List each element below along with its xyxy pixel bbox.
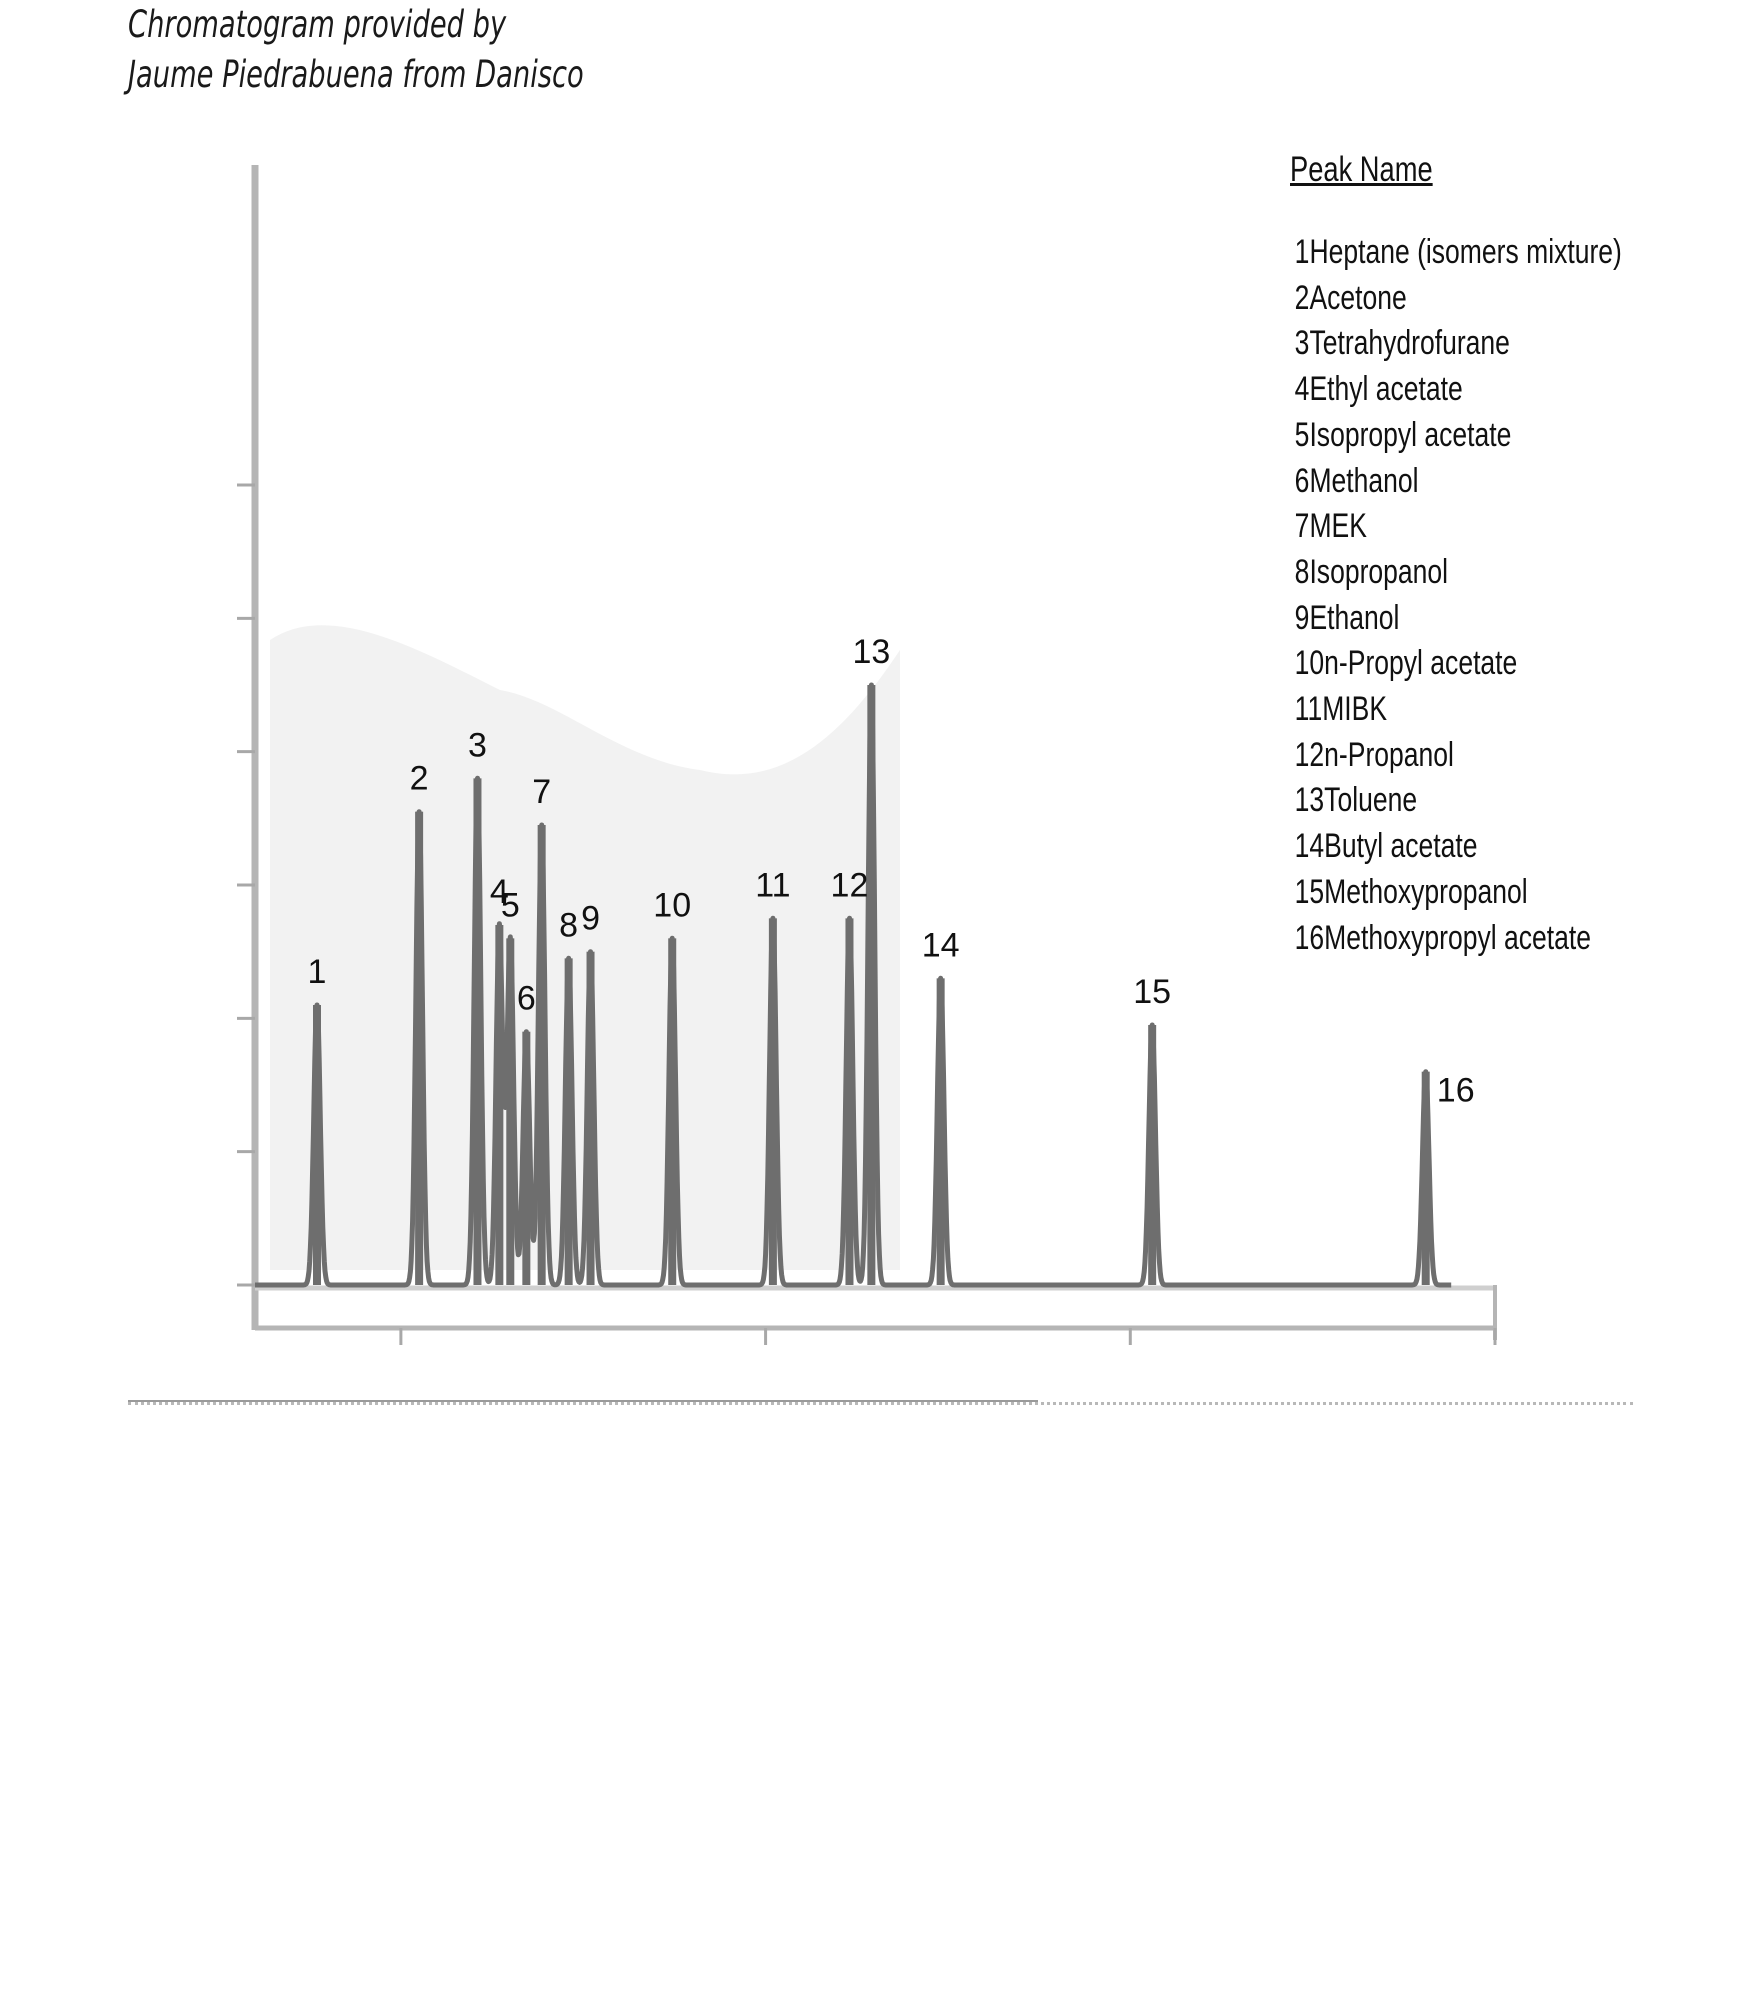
bottom-divider xyxy=(128,1400,1038,1402)
legend-item-name: Acetone xyxy=(1309,278,1407,317)
background-smear xyxy=(270,625,900,1270)
peak-bar xyxy=(313,1005,321,1285)
legend-item-number: 9 xyxy=(1294,598,1310,637)
legend-item-number: 15 xyxy=(1294,872,1325,911)
legend-item: 12n-Propanol xyxy=(1290,733,1622,779)
peak-label: 3 xyxy=(468,726,487,764)
peak-bar xyxy=(668,938,677,1285)
legend-item: 6Methanol xyxy=(1290,459,1622,505)
legend-item: 2Acetone xyxy=(1290,276,1622,322)
peak-label: 5 xyxy=(501,886,520,924)
peak-bar xyxy=(845,918,854,1285)
legend-item: 4Ethyl acetate xyxy=(1290,367,1622,413)
legend-item: 8Isopropanol xyxy=(1290,550,1622,596)
chromatogram-trace xyxy=(253,682,1453,1288)
legend-list: 1Heptane (isomers mixture) 2Acetone 3Tetra… xyxy=(1290,230,1622,961)
peak-label: 2 xyxy=(410,760,429,798)
legend-item-number: 12 xyxy=(1294,735,1325,774)
peak-label: 16 xyxy=(1437,1072,1475,1110)
peak-label: 9 xyxy=(581,900,600,938)
legend-item-name: Methanol xyxy=(1309,461,1419,500)
peak-bar xyxy=(473,778,482,1285)
legend-item-name: Methoxypropanol xyxy=(1324,872,1528,911)
peak-bar xyxy=(586,951,595,1285)
peak-label: 10 xyxy=(653,886,691,924)
legend-item-number: 3 xyxy=(1294,324,1310,363)
legend-item-number: 1 xyxy=(1294,233,1310,271)
legend-item-number: 6 xyxy=(1294,461,1310,500)
credit-line-1: Chromatogram provided by xyxy=(128,3,507,46)
peak-legend: Peak Name 1Heptane (isomers mixture) 2Ace… xyxy=(1290,150,1622,961)
legend-item: 5Isopropyl acetate xyxy=(1290,413,1622,459)
legend-item: 3Tetrahydrofurane xyxy=(1290,321,1622,367)
legend-item-number: 2 xyxy=(1294,278,1310,317)
legend-item-name: n-Propanol xyxy=(1324,735,1454,774)
peak-label: 1 xyxy=(308,953,327,991)
peak-label: 11 xyxy=(755,866,790,904)
legend-item-name: n-Propyl acetate xyxy=(1324,644,1518,683)
legend-item: 15Methoxypropanol xyxy=(1290,870,1622,916)
legend-item-number: 7 xyxy=(1294,507,1310,546)
peak-label: 8 xyxy=(559,906,578,944)
legend-item-number: 8 xyxy=(1294,552,1310,591)
legend-item-number: 5 xyxy=(1294,415,1310,454)
legend-item-name: Heptane (isomers mixture) xyxy=(1309,233,1622,271)
peak-label: 13 xyxy=(852,633,890,671)
peak-bar xyxy=(506,938,515,1285)
peak-label: 7 xyxy=(532,773,551,811)
peak-bar xyxy=(1148,1025,1157,1285)
legend-item-name: Tetrahydrofurane xyxy=(1309,324,1510,363)
legend-item-name: MIBK xyxy=(1322,690,1388,729)
legend-item-number: 4 xyxy=(1294,370,1310,409)
legend-item: 7MEK xyxy=(1290,504,1622,550)
legend-item: 16Methoxypropyl acetate xyxy=(1290,916,1622,962)
legend-item-name: Isopropanol xyxy=(1309,552,1449,591)
legend-item-number: 11 xyxy=(1294,690,1323,729)
legend-item-number: 10 xyxy=(1294,644,1325,683)
legend-item-name: Ethanol xyxy=(1309,598,1400,637)
chromatogram-credit: Chromatogram provided by Jaume Piedrabue… xyxy=(128,0,584,100)
legend-item-name: Toluene xyxy=(1324,781,1418,820)
legend-item: 9Ethanol xyxy=(1290,596,1622,642)
peak-bar xyxy=(495,925,504,1285)
legend-item-number: 16 xyxy=(1294,918,1325,957)
peak-label: 12 xyxy=(831,866,869,904)
legend-item: 1Heptane (isomers mixture) xyxy=(1290,230,1622,276)
legend-item: 13Toluene xyxy=(1290,778,1622,824)
peak-label: 15 xyxy=(1133,973,1171,1011)
peak-bar xyxy=(415,811,424,1285)
legend-item-name: Butyl acetate xyxy=(1324,827,1478,866)
chart-axes xyxy=(237,165,1497,1345)
legend-item-number: 13 xyxy=(1294,781,1325,820)
background-smear-shape xyxy=(270,625,900,1270)
peak-bar xyxy=(537,825,546,1285)
bottom-dotted-divider xyxy=(128,1402,1633,1405)
legend-item-number: 14 xyxy=(1294,827,1325,866)
peak-bar xyxy=(564,958,573,1285)
legend-title: Peak Name xyxy=(1290,150,1433,189)
credit-line-2: Jaume Piedrabuena from Danisco xyxy=(128,53,584,96)
legend-item-name: Isopropyl acetate xyxy=(1309,415,1512,454)
peak-bar xyxy=(768,918,777,1285)
legend-item-name: MEK xyxy=(1309,507,1367,546)
peak-bar xyxy=(1421,1071,1430,1285)
peak-bar xyxy=(522,1031,531,1285)
peak-label: 4 xyxy=(490,873,509,911)
legend-item: 11MIBK xyxy=(1290,687,1622,733)
peak-bar xyxy=(936,978,945,1285)
peak-label: 14 xyxy=(922,926,960,964)
peak-bar xyxy=(867,685,876,1285)
legend-item-name: Ethyl acetate xyxy=(1309,370,1463,409)
legend-item: 14Butyl acetate xyxy=(1290,824,1622,870)
legend-item: 10n-Propyl acetate xyxy=(1290,641,1622,687)
peak-label: 6 xyxy=(517,980,536,1018)
legend-item-name: Methoxypropyl acetate xyxy=(1324,918,1592,957)
